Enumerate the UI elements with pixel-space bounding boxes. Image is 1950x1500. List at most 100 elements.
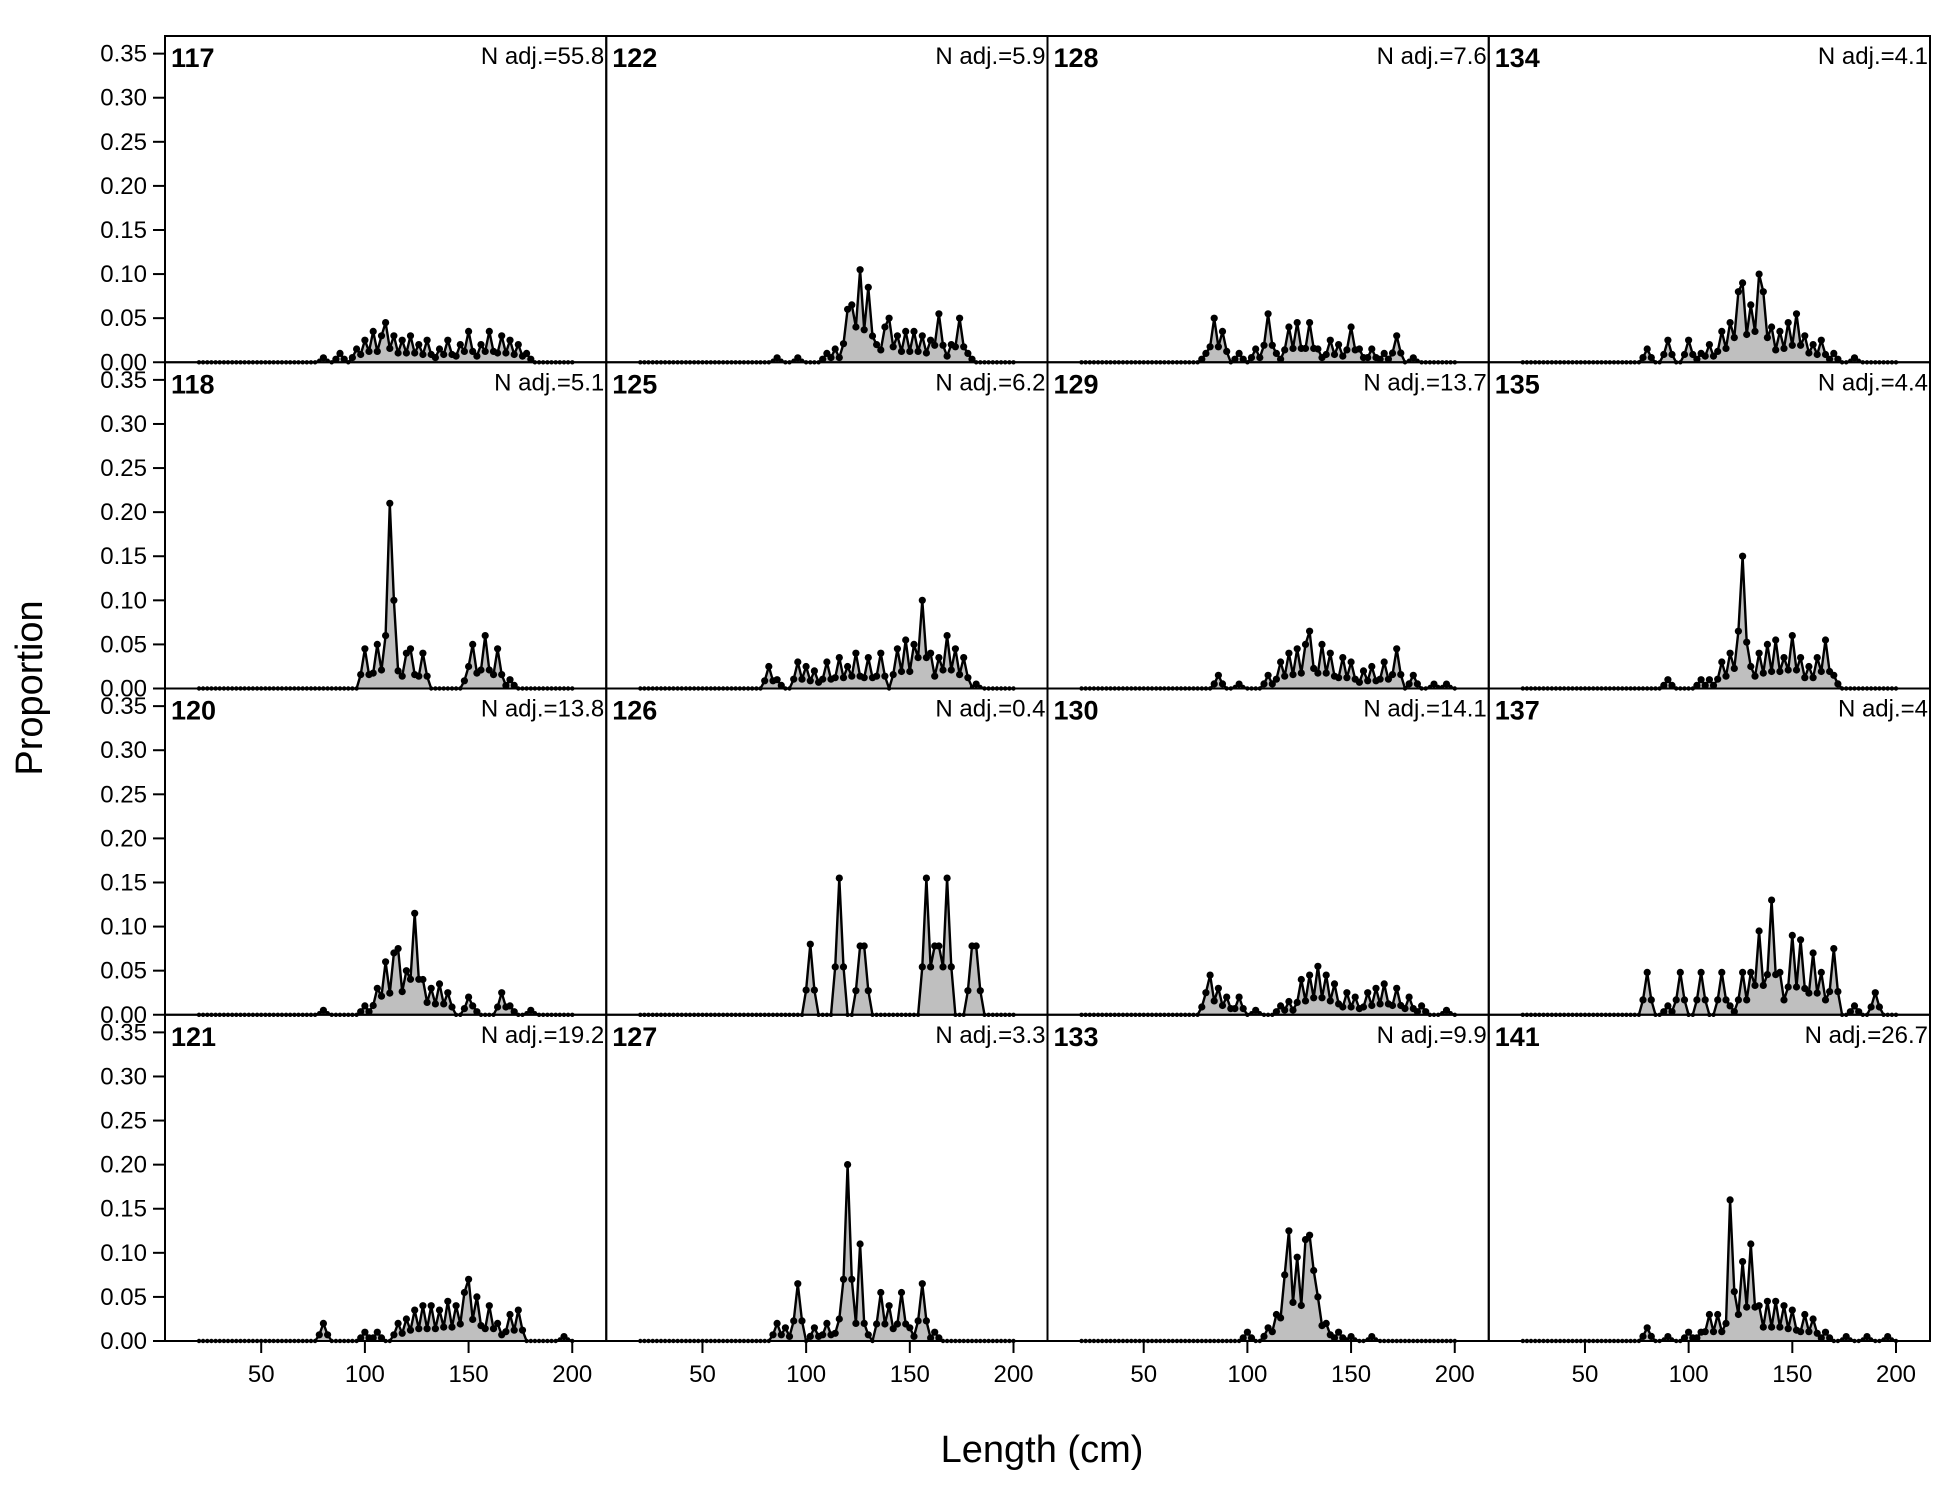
data-point: [1780, 1302, 1788, 1310]
data-point: [964, 674, 972, 682]
data-point: [1826, 988, 1834, 996]
data-point: [1235, 993, 1243, 1001]
data-point: [1293, 1253, 1301, 1261]
data-point: [1830, 349, 1838, 357]
data-point: [1701, 1328, 1709, 1336]
data-point: [510, 350, 518, 359]
data-point: [773, 1319, 781, 1327]
data-point: [1668, 1008, 1676, 1016]
panel-id-label: 135: [1495, 369, 1540, 399]
data-point: [1768, 667, 1776, 676]
data-point: [1792, 310, 1801, 318]
data-point: [943, 874, 951, 882]
data-point: [402, 1315, 410, 1323]
x-tick-label: 100: [1669, 1361, 1709, 1388]
data-point: [324, 1331, 332, 1339]
data-point: [1247, 1334, 1256, 1342]
data-point: [1693, 355, 1701, 363]
y-tick-label: 0.25: [100, 781, 147, 808]
data-point: [473, 1008, 481, 1016]
panel-125: 125 N adj.=6.2: [605, 361, 1049, 691]
panel-frame: [605, 1013, 1049, 1342]
data-point: [860, 326, 868, 334]
data-point: [1693, 681, 1701, 690]
y-tick-label: 0.20: [100, 1152, 147, 1179]
data-point: [1343, 674, 1351, 682]
data-point: [1235, 680, 1243, 688]
data-point: [402, 349, 410, 357]
data-point: [382, 319, 390, 327]
data-point: [1701, 681, 1709, 690]
panel-frame: [1487, 1013, 1931, 1342]
data-point: [1850, 1002, 1859, 1010]
data-point: [1730, 1008, 1738, 1016]
data-point: [398, 672, 406, 680]
data-point: [1801, 1310, 1809, 1319]
data-point: [1285, 997, 1293, 1006]
y-tick-label: 0.20: [100, 825, 147, 852]
panel-id-label: 130: [1054, 696, 1099, 726]
data-point: [1285, 649, 1293, 657]
data-point: [465, 993, 473, 1001]
data-point: [423, 1325, 431, 1333]
data-point: [435, 1306, 444, 1314]
data-point: [315, 1331, 323, 1339]
x-tick-label: 150: [890, 1361, 930, 1388]
data-point: [1322, 1319, 1330, 1327]
data-point: [831, 674, 839, 682]
data-point: [1260, 341, 1268, 349]
data-point: [1239, 1334, 1247, 1342]
data-point: [1314, 962, 1322, 970]
data-point: [1231, 355, 1239, 363]
data-point: [1680, 996, 1689, 1004]
data-point: [1430, 680, 1438, 688]
data-point: [918, 332, 926, 340]
data-point: [939, 666, 947, 674]
data-point: [373, 640, 381, 649]
data-point: [523, 349, 531, 357]
data-point: [1826, 355, 1834, 363]
n-adj-label: N adj.=7.6: [1377, 43, 1487, 70]
x-tick-label: 50: [1130, 1361, 1157, 1388]
data-point: [448, 1323, 456, 1331]
data-point: [494, 1003, 502, 1011]
data-point: [1751, 672, 1759, 680]
data-point: [373, 1328, 381, 1336]
data-point: [502, 349, 510, 357]
data-point: [1422, 1008, 1430, 1016]
data-point: [1763, 334, 1771, 342]
data-point: [1330, 350, 1339, 359]
data-point: [968, 355, 976, 363]
data-point: [806, 1332, 814, 1340]
data-point: [761, 677, 769, 685]
data-point: [1368, 1001, 1376, 1010]
data-point: [1809, 341, 1817, 349]
data-point: [1660, 1008, 1668, 1016]
data-point: [1418, 1002, 1426, 1010]
data-point: [1314, 669, 1322, 677]
data-point: [423, 998, 431, 1007]
data-point: [377, 332, 386, 340]
data-point: [1413, 1008, 1421, 1016]
data-point: [819, 1331, 827, 1339]
data-point: [485, 1302, 493, 1310]
data-point: [1801, 984, 1809, 993]
data-point: [1214, 343, 1222, 351]
area-fill-141: [1522, 1199, 1896, 1341]
data-point: [852, 323, 860, 331]
data-point: [889, 1325, 897, 1333]
data-point: [810, 986, 819, 994]
data-point: [361, 336, 369, 344]
data-point: [1726, 1196, 1734, 1204]
data-point: [1751, 327, 1759, 335]
data-point: [398, 988, 406, 996]
data-point: [1826, 1334, 1834, 1342]
panel-134: 134 N adj.=4.1: [1487, 35, 1931, 365]
data-point: [1726, 649, 1734, 657]
data-point: [844, 1161, 852, 1169]
data-point: [1797, 1328, 1805, 1336]
data-point: [1306, 627, 1314, 635]
panel-120: 120 N adj.=13.8: [164, 687, 608, 1017]
data-point: [1813, 350, 1821, 359]
data-point: [1235, 349, 1243, 357]
